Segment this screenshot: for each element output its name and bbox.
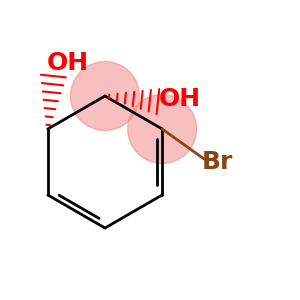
Circle shape [128,94,197,164]
Text: OH: OH [158,87,200,111]
Text: OH: OH [46,51,88,75]
Circle shape [70,61,140,130]
Text: Br: Br [202,150,233,174]
